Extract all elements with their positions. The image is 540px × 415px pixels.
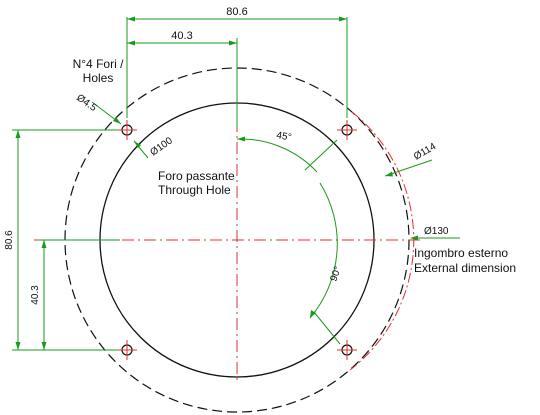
- holes-label-line2: Holes: [83, 71, 114, 85]
- dimension-label: 90°: [328, 265, 344, 283]
- dimension-label: 80.6: [4, 230, 15, 250]
- dimension-80-6-vertical: 80.6: [4, 129, 118, 351]
- external-label-line2: External dimension: [414, 261, 516, 275]
- dimension-label: Ø130: [424, 226, 449, 237]
- through-hole-label-line2: Through Hole: [158, 183, 231, 197]
- dimension-40-3-vertical: 40.3: [30, 239, 120, 350]
- dimension-label: 40.3: [30, 285, 41, 305]
- outer-diameter-leader: Ø130: [410, 226, 460, 241]
- dimension-label: Ø114: [412, 141, 438, 163]
- hole-bottom-right: [337, 340, 357, 360]
- dimension-label: Ø100: [148, 135, 175, 158]
- dimension-80-6-horizontal: 80.6: [126, 6, 348, 118]
- dimension-label: 80.6: [226, 6, 247, 18]
- hole-bottom-left: [117, 340, 137, 360]
- dimension-label: Ø4.5: [74, 92, 98, 114]
- dimension-label: 45°: [275, 130, 292, 143]
- angle-45-dimension: 45°: [236, 130, 338, 173]
- through-hole-label-line1: Foro passante: [158, 169, 235, 183]
- dimension-40-3-horizontal: 40.3: [127, 30, 238, 128]
- hole-top-right: [337, 120, 357, 140]
- hole-diameter-leader: Ø4.5: [74, 92, 122, 125]
- hole-top-left: [117, 120, 137, 140]
- bolt-circle-leader: Ø114: [384, 141, 438, 177]
- holes-label-line1: N°4 Fori /: [73, 57, 124, 71]
- through-hole-leader: Ø100: [133, 135, 175, 158]
- bolt-circle-arc: [349, 111, 415, 371]
- external-label-line1: Ingombro esterno: [414, 246, 508, 260]
- angle-90-dimension: 90°: [309, 182, 344, 345]
- dimension-label: 40.3: [171, 30, 192, 42]
